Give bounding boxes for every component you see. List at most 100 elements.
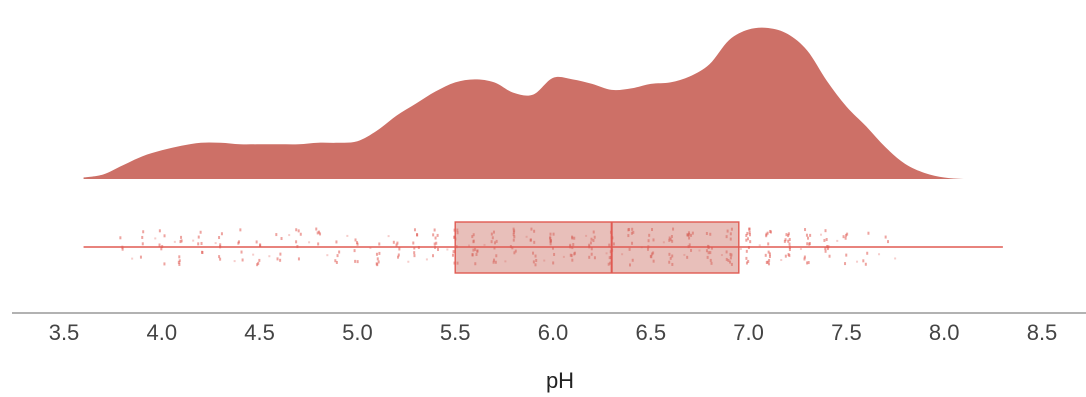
jitter-point	[179, 240, 182, 244]
jitter-point	[671, 254, 674, 258]
jitter-point	[631, 227, 634, 231]
jitter-point	[836, 239, 839, 242]
jitter-point	[468, 244, 471, 247]
jitter-point	[239, 228, 242, 232]
jitter-point	[192, 239, 195, 242]
x-tick-label: 3.5	[49, 320, 80, 345]
jitter-point	[259, 244, 262, 248]
jitter-point	[336, 254, 339, 258]
jitter-point	[295, 228, 298, 232]
jitter-point	[628, 247, 631, 251]
jitter-point	[588, 255, 591, 259]
jitter-point	[585, 234, 588, 237]
jitter-point	[710, 261, 713, 265]
jitter-point	[535, 258, 538, 262]
jitter-point	[646, 247, 649, 251]
jitter-point	[237, 241, 240, 245]
jitter-point	[672, 227, 675, 231]
jitter-point	[730, 262, 733, 266]
jitter-point	[709, 251, 712, 255]
jitter-point	[353, 249, 356, 253]
jitter-point	[766, 231, 769, 235]
jitter-point	[691, 231, 694, 235]
jitter-point	[730, 227, 733, 231]
jitter-point	[335, 240, 338, 244]
x-tick-label: 8.0	[929, 320, 960, 345]
jitter-point	[163, 234, 166, 238]
boxplot-layer	[83, 221, 1003, 274]
jitter-point	[552, 232, 555, 236]
jitter-point	[472, 233, 475, 237]
jitter-point	[823, 238, 826, 242]
jitter-point	[490, 232, 493, 236]
jitter-point	[844, 236, 847, 240]
jitter-point	[551, 246, 554, 250]
jitter-point	[709, 258, 712, 262]
jitter-point	[474, 262, 477, 266]
jitter-point	[256, 263, 259, 267]
jitter-point	[729, 256, 732, 260]
jitter-point	[276, 257, 279, 261]
jitter-point	[413, 246, 416, 250]
jitter-point	[475, 252, 478, 256]
jitter-point	[709, 232, 712, 236]
jitter-point	[627, 234, 630, 238]
jitter-point	[549, 236, 552, 240]
jitter-point	[197, 242, 200, 246]
jitter-point	[160, 247, 163, 251]
jitter-point	[493, 241, 496, 245]
jitter-point	[553, 252, 556, 256]
jitter-point	[651, 252, 654, 256]
jitter-point	[279, 252, 282, 256]
jitter-point	[472, 248, 475, 252]
jitter-point	[504, 260, 507, 263]
jitter-point	[562, 255, 565, 258]
jitter-point	[377, 260, 380, 264]
jitter-point	[807, 236, 810, 240]
jitter-point	[846, 232, 849, 236]
jitter-point	[609, 261, 612, 265]
jitter-point	[180, 235, 183, 239]
jitter-point	[139, 255, 142, 259]
jitter-point	[392, 240, 395, 244]
jitter-point	[529, 238, 532, 242]
jitter-point	[686, 233, 689, 237]
jitter-point	[894, 257, 897, 260]
jitter-point	[456, 261, 459, 265]
jitter-point	[805, 233, 808, 237]
jitter-point	[490, 240, 493, 244]
x-tick-label: 5.0	[342, 320, 373, 345]
jitter-point	[571, 258, 574, 262]
jitter-point	[493, 246, 496, 250]
jitter-point	[769, 229, 772, 233]
jitter-point	[512, 227, 515, 231]
jitter-point	[690, 248, 693, 252]
jitter-point	[720, 254, 723, 257]
jitter-point	[745, 261, 748, 265]
jitter-point	[631, 241, 634, 245]
jitter-point	[758, 244, 761, 247]
jitter-point	[119, 236, 122, 240]
jitter-point	[425, 258, 428, 261]
jitter-point	[491, 236, 494, 240]
jitter-point	[749, 240, 752, 244]
jitter-point	[446, 248, 449, 251]
jitter-point	[729, 260, 732, 264]
jitter-point	[590, 247, 593, 251]
jitter-point	[592, 239, 595, 243]
x-tick-label: 6.0	[538, 320, 569, 345]
jitter-point	[200, 241, 203, 245]
x-tick-label: 4.0	[147, 320, 178, 345]
jitter-point	[690, 233, 693, 237]
jitter-point	[746, 237, 749, 241]
jitter-point	[141, 235, 144, 239]
jitter-point	[512, 238, 515, 242]
x-tick-label: 7.5	[831, 320, 862, 345]
jitter-point	[471, 235, 474, 239]
jitter-point	[808, 242, 811, 246]
jitter-point	[867, 231, 870, 235]
jitter-point	[346, 234, 349, 237]
jitter-point	[668, 238, 671, 242]
jitter-point	[803, 257, 806, 261]
jitter-point	[571, 235, 574, 239]
